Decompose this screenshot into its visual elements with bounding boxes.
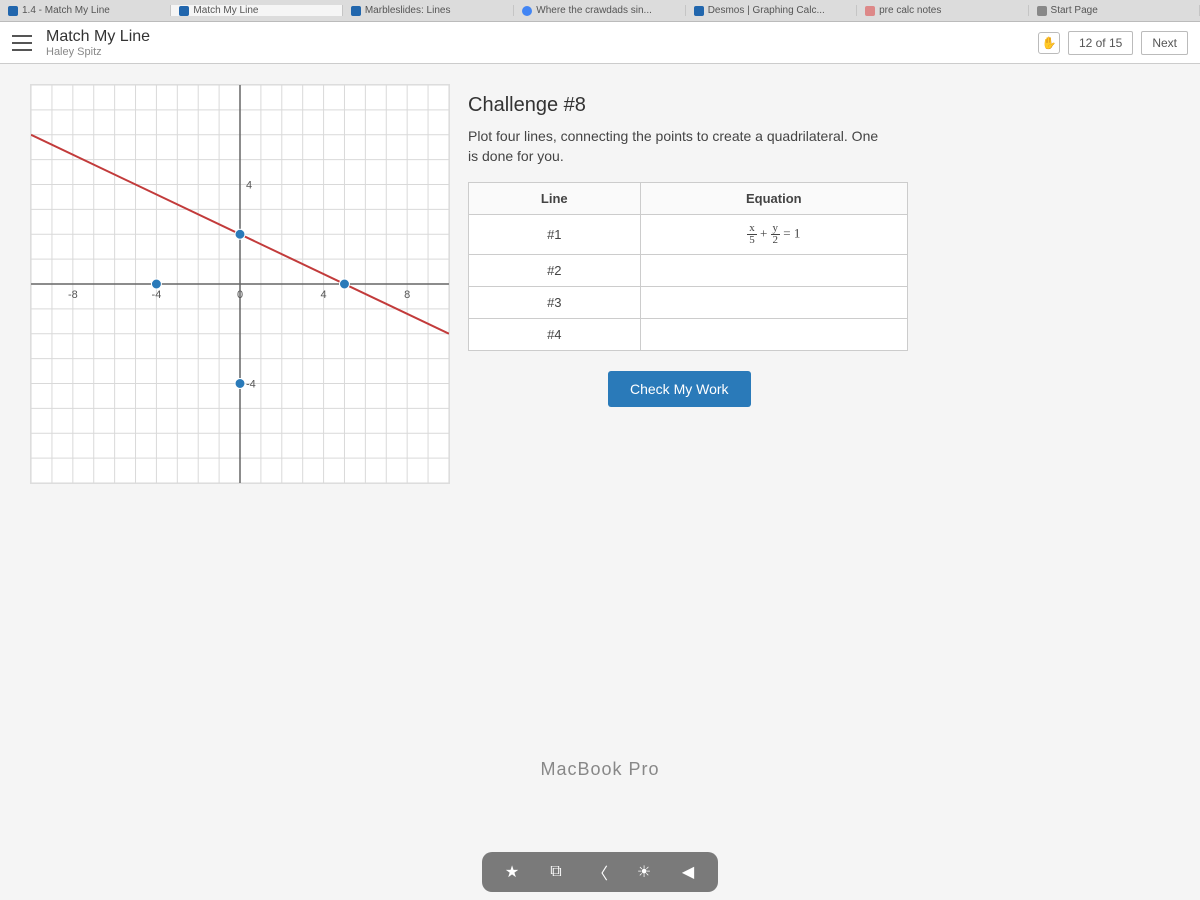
svg-text:-4: -4 [152,289,162,301]
desmos-icon [351,6,361,16]
tab-label: Start Page [1051,5,1098,16]
app-header: Match My Line Haley Spitz ✋ 12 of 15 Nex… [0,22,1200,64]
svg-text:-8: -8 [68,289,78,301]
table-row: #1x5 + y2 = 1 [469,215,908,255]
star-icon[interactable]: ★ [502,862,522,882]
equation-cell[interactable] [640,287,907,319]
table-row: #4 [469,319,908,351]
line-cell: #1 [469,215,641,255]
laptop-touch-bar: ★ ⧉ 〈 ☀ ◀ [482,852,718,892]
tab-label: Marbleslides: Lines [365,5,451,16]
svg-text:-4: -4 [246,378,256,390]
back-icon[interactable]: 〈 [590,862,610,882]
desmos-icon [179,6,189,16]
browser-tab[interactable]: Start Page [1029,5,1200,16]
notes-icon [865,6,875,16]
table-header-equation: Equation [640,183,907,215]
browser-tab[interactable]: Where the crawdads sin... [514,5,685,16]
browser-tab[interactable]: 1.4 - Match My Line [0,5,171,16]
browser-tab[interactable]: Match My Line [171,5,342,16]
star-icon [1037,6,1047,16]
tab-label: Desmos | Graphing Calc... [708,5,825,16]
browser-tab[interactable]: pre calc notes [857,5,1028,16]
raise-hand-icon[interactable]: ✋ [1038,32,1060,54]
desmos-icon [8,6,18,16]
coordinate-graph[interactable]: 0 4 8 -8 -4 4 -4 [30,84,450,484]
tab-label: pre calc notes [879,5,941,16]
browser-tab[interactable]: Desmos | Graphing Calc... [686,5,857,16]
browser-tab[interactable]: Marbleslides: Lines [343,5,514,16]
next-button[interactable]: Next [1141,31,1188,55]
table-row: #2 [469,255,908,287]
tab-label: 1.4 - Match My Line [22,5,110,16]
tab-label: Match My Line [193,5,258,16]
page-subtitle: Haley Spitz [46,46,1024,58]
instructions-panel: Challenge #8 Plot four lines, connecting… [468,84,1170,880]
table-row: #3 [469,287,908,319]
graph-panel[interactable]: 0 4 8 -8 -4 4 -4 [30,84,450,484]
check-my-work-button[interactable]: Check My Work [608,371,751,407]
svg-text:4: 4 [321,289,327,301]
tab-label: Where the crawdads sin... [536,5,652,16]
menu-icon[interactable] [12,35,32,51]
equation-cell[interactable] [640,319,907,351]
equation-cell[interactable]: x5 + y2 = 1 [640,215,907,255]
progress-indicator[interactable]: 12 of 15 [1068,31,1133,55]
svg-text:0: 0 [237,289,243,301]
page-title: Match My Line [46,28,1024,46]
title-block: Match My Line Haley Spitz [46,28,1024,58]
lines-table: Line Equation #1x5 + y2 = 1#2#3#4 [468,182,908,351]
overlay-icon[interactable]: ⧉ [546,862,566,882]
main-content: 0 4 8 -8 -4 4 -4 Challenge #8 Plot four lines,… [0,64,1200,900]
challenge-description: Plot four lines, connecting the points t… [468,127,888,166]
table-header-line: Line [469,183,641,215]
browser-tab-strip: 1.4 - Match My Line Match My Line Marblesl… [0,0,1200,22]
line-cell: #3 [469,287,641,319]
svg-text:4: 4 [246,179,252,191]
challenge-title: Challenge #8 [468,94,1170,117]
brightness-icon[interactable]: ☀ [634,862,654,882]
search-icon [522,6,532,16]
line-cell: #4 [469,319,641,351]
equation-cell[interactable] [640,255,907,287]
volume-icon[interactable]: ◀ [678,862,698,882]
line-cell: #2 [469,255,641,287]
svg-text:8: 8 [404,289,410,301]
desmos-icon [694,6,704,16]
